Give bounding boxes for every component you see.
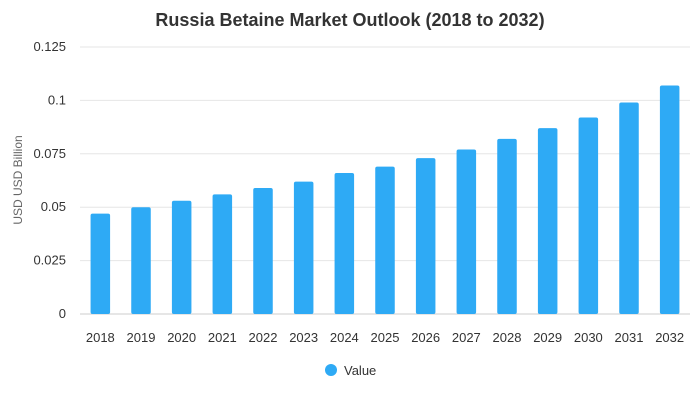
bar-2020[interactable] <box>171 200 192 314</box>
bar-2029[interactable] <box>537 128 558 314</box>
bar-2021[interactable] <box>212 194 233 314</box>
chart-title: Russia Betaine Market Outlook (2018 to 2… <box>155 10 544 30</box>
x-tick-label: 2024 <box>330 330 359 345</box>
bar-2025[interactable] <box>375 166 395 314</box>
legend-label-value: Value <box>344 363 376 378</box>
y-tick-label: 0.075 <box>33 146 66 161</box>
bar-2023[interactable] <box>293 181 314 314</box>
bar-2024[interactable] <box>334 173 355 314</box>
x-tick-label: 2027 <box>452 330 481 345</box>
x-axis-ticks: 2018 2019 2020 2021 2022 2023 2024 2025 2026 2027… <box>86 330 684 345</box>
x-tick-label: 2021 <box>208 330 237 345</box>
bar-2032[interactable] <box>659 85 680 314</box>
legend[interactable]: Value <box>325 363 376 378</box>
bar-2026[interactable] <box>415 158 436 314</box>
bar-2018[interactable] <box>90 213 111 314</box>
bar-2019[interactable] <box>131 207 151 314</box>
x-tick-label: 2023 <box>289 330 318 345</box>
x-tick-label: 2019 <box>127 330 156 345</box>
x-tick-label: 2030 <box>574 330 603 345</box>
x-tick-label: 2029 <box>533 330 562 345</box>
x-tick-label: 2026 <box>411 330 440 345</box>
y-tick-label: 0.1 <box>48 92 66 107</box>
bar-2027[interactable] <box>456 149 477 314</box>
x-tick-label: 2031 <box>615 330 644 345</box>
y-tick-label: 0.125 <box>33 39 66 54</box>
bar-2022[interactable] <box>253 187 273 314</box>
bar-2031[interactable] <box>619 102 639 314</box>
x-tick-label: 2025 <box>371 330 400 345</box>
bars <box>90 85 680 314</box>
bar-2030[interactable] <box>578 117 599 314</box>
x-tick-label: 2020 <box>167 330 196 345</box>
bar-2028[interactable] <box>497 138 517 314</box>
x-tick-label: 2018 <box>86 330 115 345</box>
y-tick-label: 0.05 <box>41 199 66 214</box>
x-tick-label: 2028 <box>493 330 522 345</box>
legend-marker-value <box>325 364 337 376</box>
y-axis-label: USD USD Billion <box>11 135 25 224</box>
x-tick-label: 2022 <box>249 330 278 345</box>
y-tick-label: 0.025 <box>33 253 66 268</box>
y-axis-ticks: 0 0.025 0.05 0.075 0.1 0.125 <box>33 39 66 321</box>
y-tick-label: 0 <box>59 306 66 321</box>
x-tick-label: 2032 <box>655 330 684 345</box>
